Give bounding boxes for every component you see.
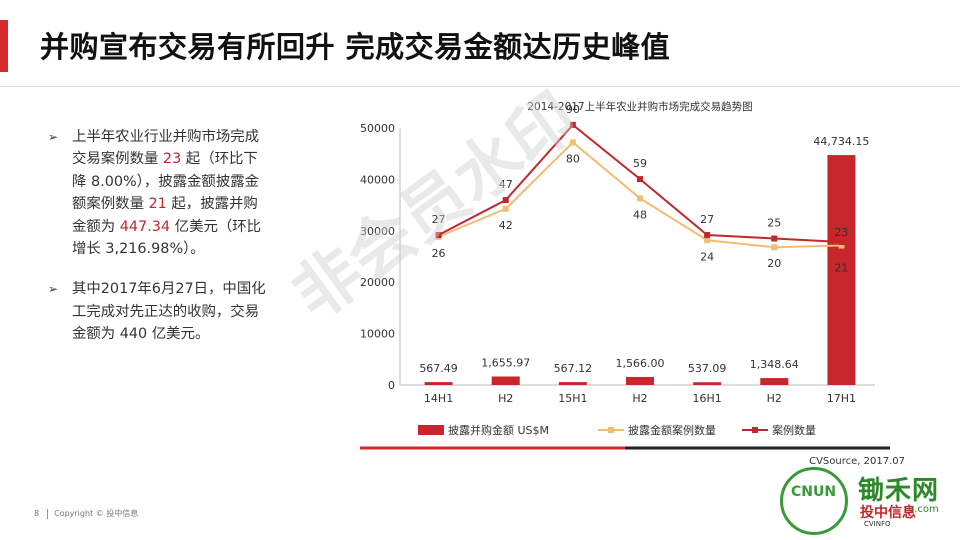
series-point: [502, 205, 509, 212]
series-value-label: 26: [432, 247, 446, 260]
x-tick-label: 14H1: [424, 392, 453, 405]
bar: [424, 382, 453, 385]
arrow-bullet-icon: ➢: [48, 282, 59, 297]
disclosed-cases-count: 21: [148, 196, 167, 213]
y-tick-label: 0: [388, 379, 395, 392]
series-value-label: 27: [432, 213, 446, 226]
series-point: [569, 121, 576, 128]
cases-count: 23: [162, 151, 182, 168]
series-value-label: 59: [633, 157, 647, 170]
brand-name: 锄禾网: [858, 476, 940, 506]
x-tick-label: H2: [632, 392, 647, 405]
page-number: 8: [34, 509, 40, 518]
source-note: CVSource, 2017.07: [809, 456, 905, 466]
series-point: [771, 244, 778, 251]
footer: 8 Copyright © 投中信息: [34, 508, 138, 519]
series-point: [637, 195, 643, 202]
bar-value-label: 1,566.00: [616, 357, 665, 370]
bar-value-label: 537.09: [688, 362, 727, 375]
bar: [827, 155, 856, 385]
bar-value-label: 1,655.97: [481, 356, 530, 369]
series-value-label: 42: [499, 219, 513, 232]
disclosed-amount: 447.34: [119, 218, 171, 235]
bar: [760, 378, 789, 385]
brand-en: CVINFO: [864, 520, 891, 528]
series-point: [704, 237, 711, 244]
brand-url: e.com: [908, 504, 939, 515]
footer-separator: [47, 508, 49, 519]
series-point: [838, 242, 845, 249]
bar-value-label: 1,348.64: [750, 358, 799, 371]
bar-value-label: 567.49: [419, 362, 458, 375]
bar: [693, 382, 722, 385]
series-point: [704, 232, 711, 239]
series-value-label: 48: [633, 208, 647, 221]
title-accent-bar: [0, 20, 8, 72]
bar-value-label: 567.12: [554, 362, 593, 375]
title-divider: [0, 86, 960, 87]
arrow-bullet-icon: ➢: [48, 130, 59, 144]
legend-line-marker: [752, 427, 758, 433]
legend-line-label: 案例数量: [772, 423, 816, 437]
series-point: [771, 235, 778, 242]
bar: [626, 376, 654, 385]
x-tick-label: 17H1: [827, 392, 856, 405]
bar-value-label: 44,734.15: [813, 135, 869, 148]
series-value-label: 47: [499, 178, 513, 191]
series-value-label: 25: [767, 217, 781, 230]
series-point: [569, 139, 576, 146]
series-point: [435, 232, 442, 239]
y-tick-label: 30000: [360, 225, 395, 238]
x-tick-label: H2: [767, 392, 782, 405]
series-point: [838, 239, 845, 246]
series-value-label: 20: [767, 257, 781, 270]
y-tick-label: 40000: [360, 173, 395, 186]
seal-logo-icon: CNUN: [780, 467, 848, 535]
summary-text: ➢ 上半年农业行业并购市场完成交易案例数量 23 起（环比下降 8.00%），披…: [48, 126, 268, 364]
series-value-label: 90: [566, 103, 580, 116]
bullet-text: 上半年农业行业并购市场完成交易案例数量 23 起（环比下降 8.00%），披露金…: [72, 129, 262, 258]
bullet-syngenta: ➢ 其中2017年6月27日，中国化工完成对先正达的收购，交易金额为 440 亿…: [48, 278, 268, 345]
chart-svg: 2014-2017上半年农业并购市场完成交易趋势图 0 10000 20000 3000…: [360, 100, 905, 467]
series-point: [637, 176, 643, 183]
y-tick-label: 10000: [360, 328, 395, 341]
bullet-summary: ➢ 上半年农业行业并购市场完成交易案例数量 23 起（环比下降 8.00%），披…: [48, 126, 268, 260]
x-tick-label: H2: [498, 392, 513, 405]
brand-sub: 投中信息: [860, 505, 916, 521]
legend-bar-swatch: [418, 425, 444, 435]
legend-bar-label: 披露并购金额 US$M: [448, 423, 549, 437]
page-title: 并购宣布交易有所回升 完成交易金额达历史峰值: [40, 30, 671, 64]
series-value-label: 24: [700, 250, 714, 263]
series-value-label: 80: [566, 152, 580, 165]
bar: [558, 382, 587, 385]
x-tick-label: 16H1: [693, 392, 722, 405]
y-tick-label: 20000: [360, 276, 395, 289]
y-tick-label: 50000: [360, 122, 395, 135]
bullet-text: 其中2017年6月27日，中国化工完成对先正达的收购，交易金额为 440 亿美元…: [72, 281, 266, 343]
series-value-label: 23: [834, 226, 848, 239]
bar: [491, 376, 520, 385]
seal-text: CNUN: [791, 484, 837, 500]
series-value-label: 27: [700, 213, 714, 226]
legend-line-marker: [608, 427, 614, 433]
chart-title: 2014-2017上半年农业并购市场完成交易趋势图: [527, 100, 752, 113]
copyright: Copyright © 投中信息: [54, 509, 139, 518]
series-value-label: 21: [834, 262, 848, 275]
legend-line-label: 披露金额案例数量: [628, 423, 716, 437]
x-tick-label: 15H1: [558, 392, 587, 405]
series-point: [502, 197, 509, 204]
trend-chart: 2014-2017上半年农业并购市场完成交易趋势图 0 10000 20000 3000…: [330, 96, 920, 467]
